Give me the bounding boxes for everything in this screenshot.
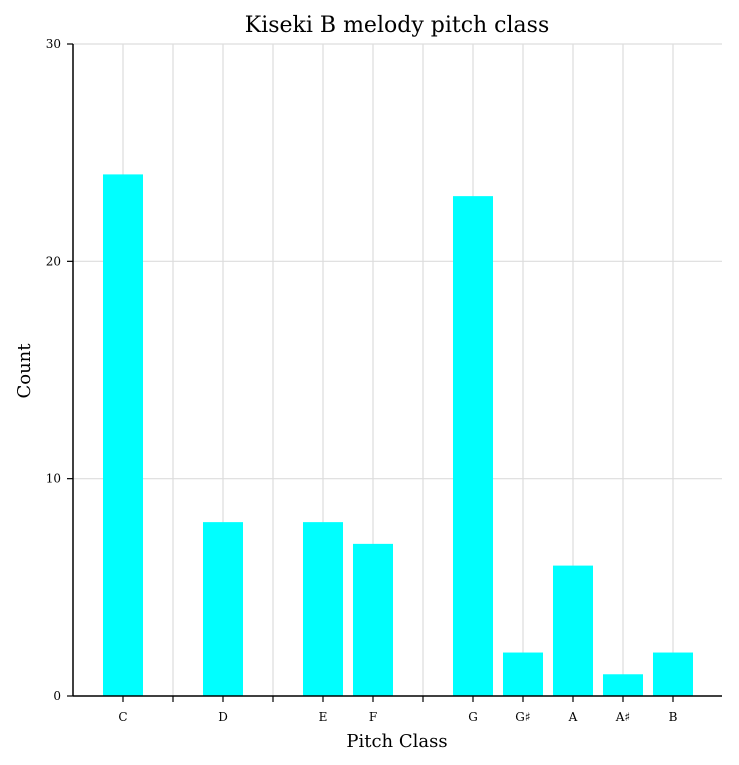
x-tick-label: F [369,710,377,724]
chart-title: Kiseki B melody pitch class [245,13,549,38]
x-tick-label: G [468,710,478,724]
bar [553,565,593,696]
y-tick-label: 0 [53,689,61,703]
x-tick-label: E [319,710,328,724]
axes [72,44,722,697]
y-tick-label: 10 [46,472,61,486]
bar [353,543,393,696]
bars [103,174,693,696]
x-tick-label: D [218,710,228,724]
bar [103,174,143,696]
x-tick-label: B [669,710,678,724]
y-tick-label: 20 [46,254,61,268]
bar [453,196,493,696]
x-tick-label: A [568,710,578,724]
bar [503,652,543,696]
bar [653,652,693,696]
bar [303,522,343,696]
bar [603,674,643,696]
x-tick-label: G♯ [515,710,530,724]
x-tick-label: A♯ [615,710,630,724]
x-axis-label: Pitch Class [346,731,447,752]
x-tick-label: C [118,710,127,724]
y-axis-label: Count [14,343,35,399]
y-tick-label: 30 [46,37,61,51]
bar [203,522,243,696]
ticks: 0 10 20 30 C D E F G G♯ A A♯ B [46,37,678,724]
